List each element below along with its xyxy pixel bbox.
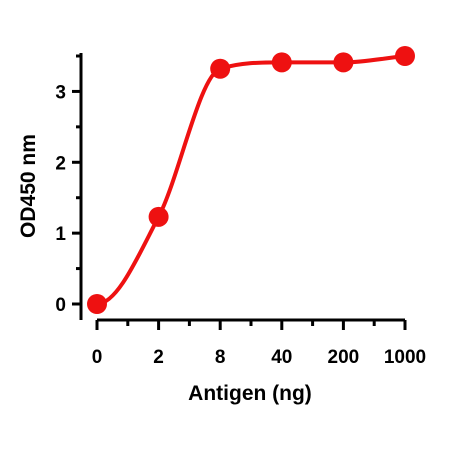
y-tick-label: 0 [55, 295, 66, 316]
data-point [148, 206, 169, 227]
x-tick-label: 40 [271, 347, 292, 368]
x-tick-label: 2 [153, 347, 164, 368]
x-tick-label: 0 [92, 347, 103, 368]
y-tick-label: 1 [55, 224, 66, 245]
y-axis-title: OD450 nm [17, 134, 40, 238]
x-tick-label: 200 [328, 347, 360, 368]
x-tick-label: 8 [215, 347, 226, 368]
x-axis-title: Antigen (ng) [188, 382, 312, 405]
y-tick-label: 3 [55, 82, 66, 103]
data-point [395, 46, 415, 66]
fit-curve [95, 54, 407, 306]
data-point [210, 58, 231, 79]
y-tick-label: 2 [55, 153, 66, 174]
data-point [87, 294, 107, 314]
data-point [333, 52, 354, 73]
x-tick-label: 1000 [384, 347, 426, 368]
data-point [271, 52, 292, 73]
